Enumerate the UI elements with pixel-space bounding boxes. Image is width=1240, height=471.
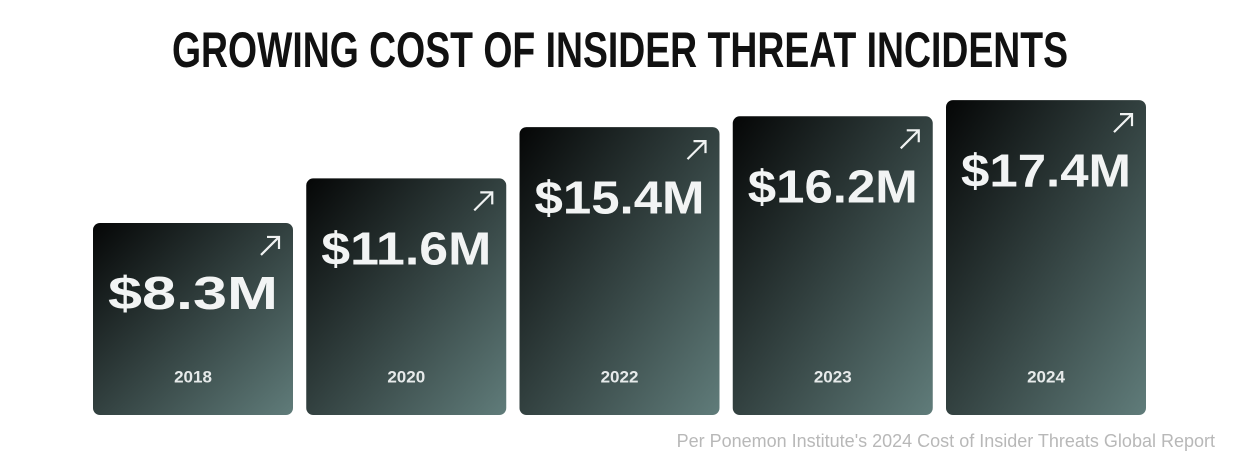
value-label: $11.6M [321,223,491,275]
bar [93,222,293,415]
value-label: $8.3M [108,267,278,319]
bar [519,127,720,415]
source-note: Per Ponemon Institute's 2024 Cost of Ins… [677,431,1215,451]
arrow-icon [260,235,281,256]
arrow-icon [473,191,494,212]
bar [732,116,933,416]
bar [946,100,1146,415]
chart-title: GROWING COST OF INSIDER THREAT INCIDENTS [172,22,1068,78]
value-label: $17.4M [961,144,1131,196]
value-label: $15.4M [535,171,705,223]
x-tick-label: 2024 [1027,367,1065,386]
x-tick-label: 2022 [601,367,639,386]
x-tick-label: 2020 [387,367,425,386]
bar [306,178,507,415]
arrow-icon [1113,113,1134,133]
value-label: $16.2M [748,160,918,212]
arrow-icon [686,140,707,160]
x-tick-label: 2023 [814,367,852,386]
x-tick-label: 2018 [174,367,212,386]
arrow-icon [899,129,920,150]
